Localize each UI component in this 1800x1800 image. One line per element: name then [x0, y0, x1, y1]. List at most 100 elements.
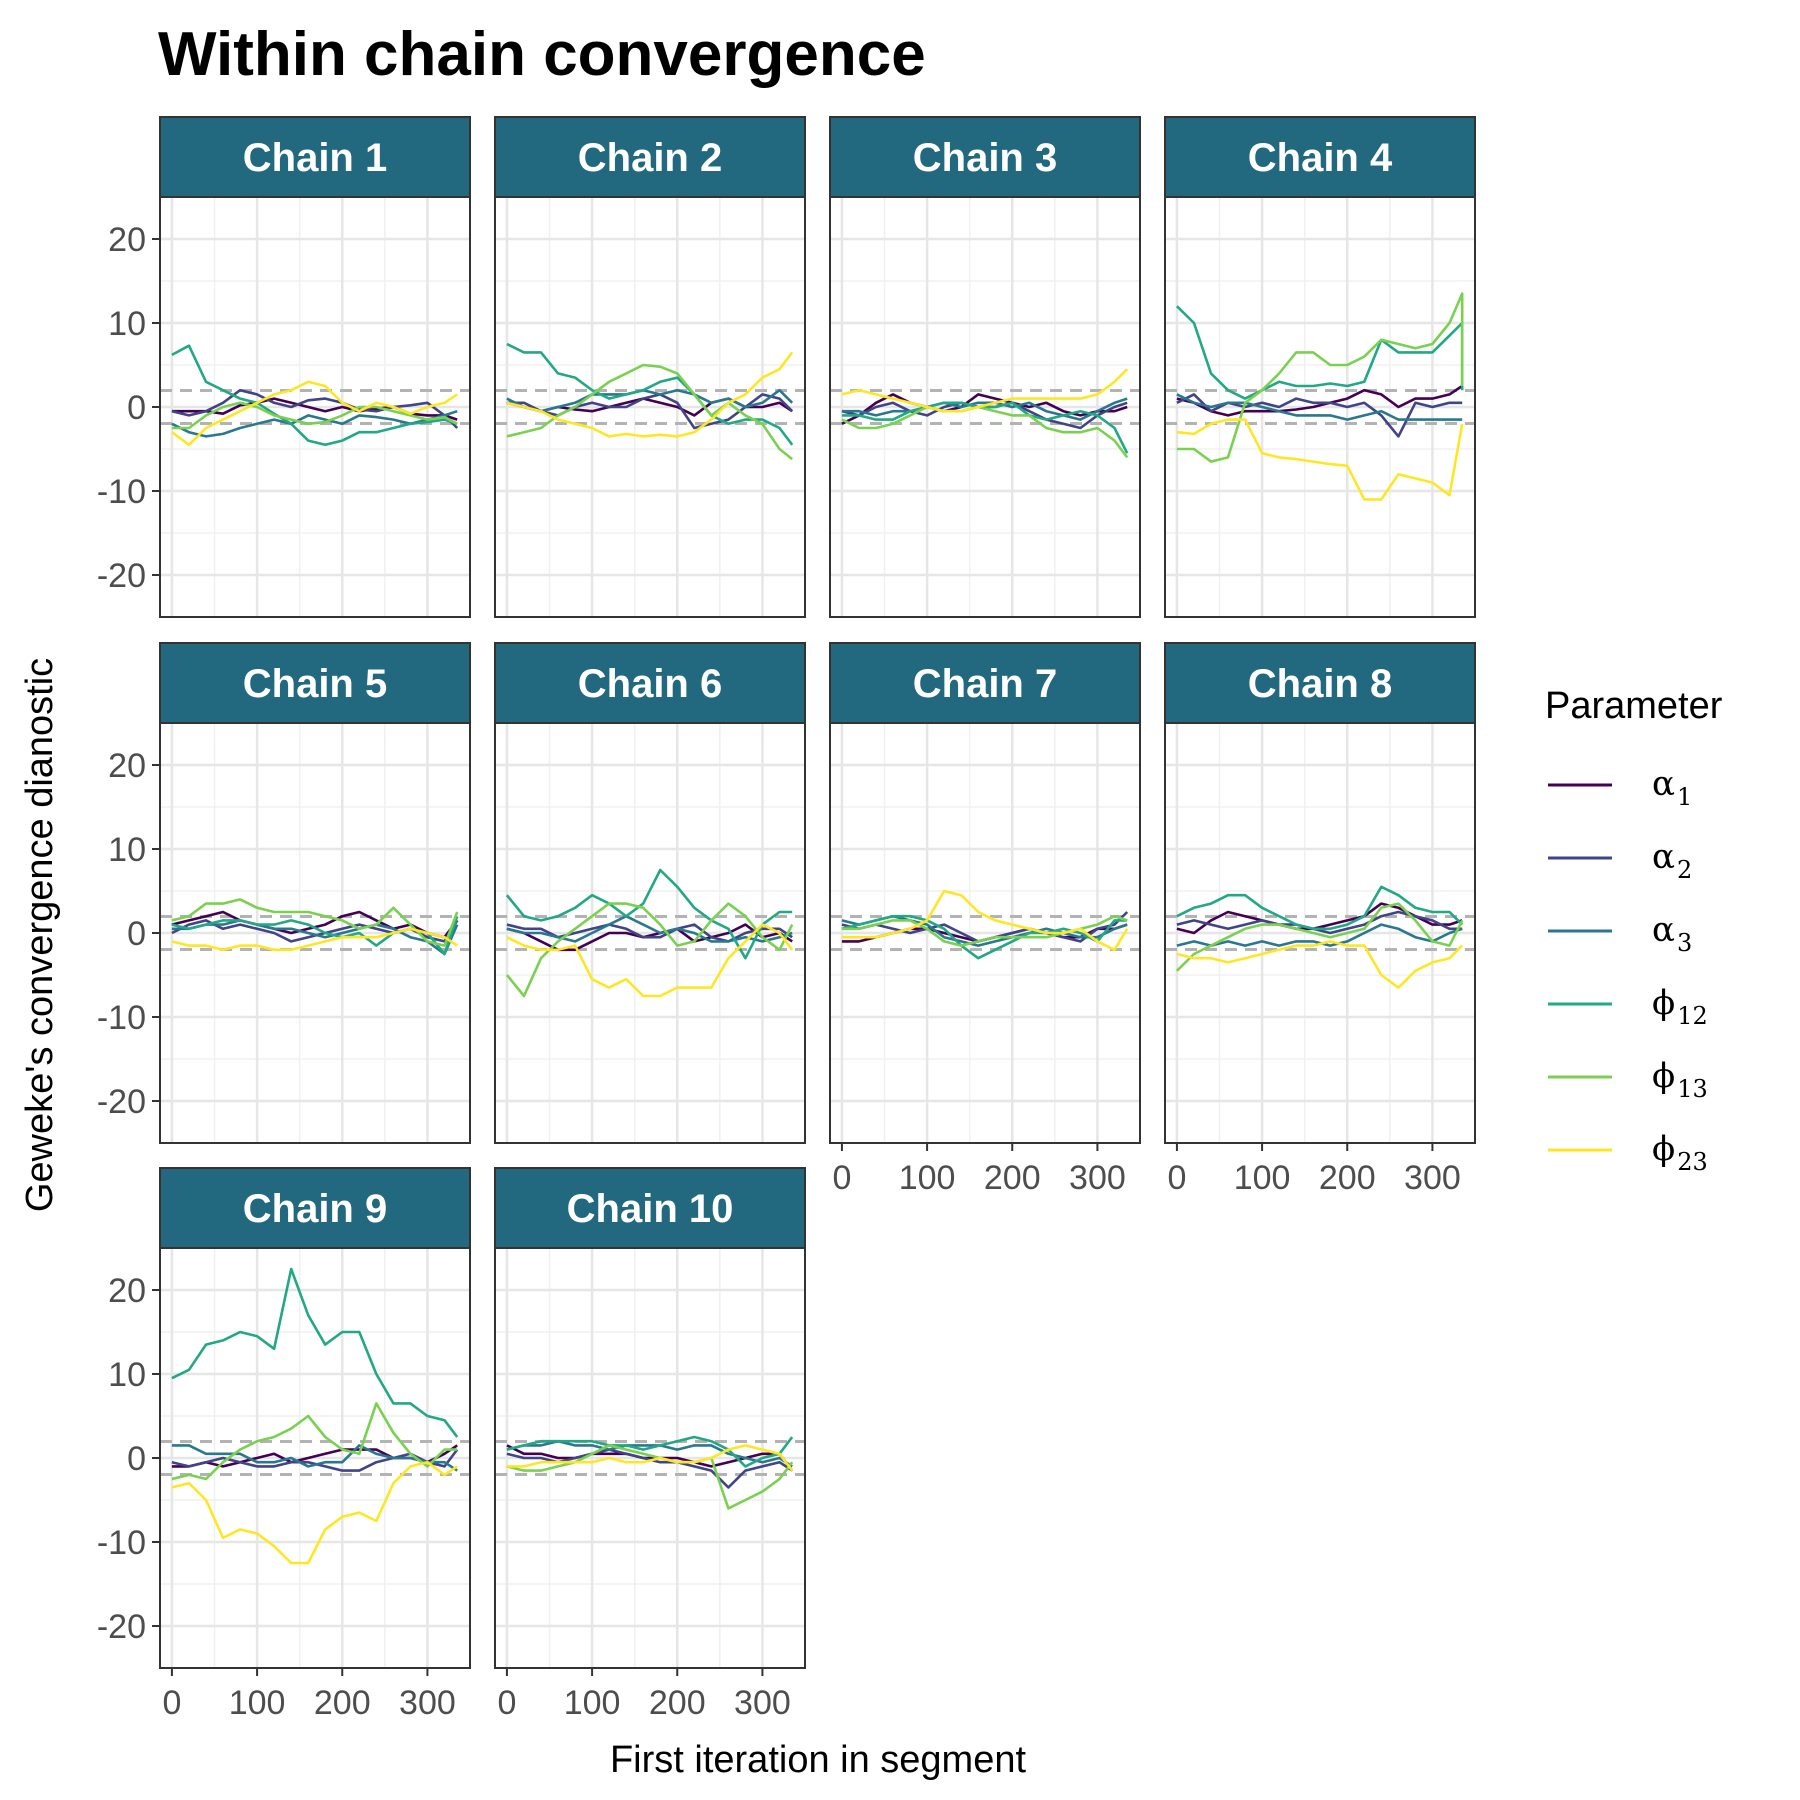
series-line [1176, 885, 1464, 931]
x-tick-label: 300 [1404, 1159, 1461, 1197]
y-tick-label: -20 [97, 1608, 146, 1646]
legend-label: ϕ23 [1652, 1129, 1708, 1176]
series-line [505, 902, 794, 998]
x-tick-label: 200 [314, 1684, 371, 1722]
series-line [841, 368, 1129, 413]
x-tick-label: 300 [734, 1684, 791, 1722]
facet-strip-label: Chain 8 [1248, 662, 1392, 706]
series-line [171, 898, 459, 947]
series-line [1175, 902, 1464, 972]
facet-strip-label: Chain 2 [578, 136, 722, 180]
series-line [506, 923, 794, 998]
legend-label-subscript: 13 [1677, 1075, 1708, 1103]
x-tick-label: 0 [832, 1159, 851, 1197]
legend-title: Parameter [1545, 685, 1723, 727]
series-line [506, 1435, 794, 1468]
facet-strip [829, 642, 1141, 724]
x-tick-label: 100 [1234, 1159, 1291, 1197]
series-line [171, 1267, 459, 1438]
legend: Parameter α1 α2 α3 ϕ12 ϕ13 ϕ23 [1545, 685, 1723, 1176]
series-line [506, 351, 794, 438]
x-tick-label: 0 [162, 1684, 181, 1722]
facet-strip-label: Chain 3 [913, 136, 1057, 180]
facet-panel: Chain 5 -20 -10 0 10 20 [97, 642, 471, 1144]
facet-strip [159, 116, 471, 198]
legend-label-subscript: 12 [1677, 1002, 1708, 1030]
x-tick-label: 100 [229, 1684, 286, 1722]
series-line [1176, 384, 1463, 417]
series-line [171, 388, 459, 429]
series-line [841, 401, 1129, 454]
y-tick-label: 0 [127, 915, 146, 953]
series-line [171, 919, 459, 956]
panel-border [494, 196, 806, 618]
y-tick-label: -20 [97, 557, 146, 595]
legend-label-subscript: 3 [1677, 929, 1692, 957]
y-tick-label: 20 [108, 221, 146, 259]
x-tick-label: 300 [399, 1684, 456, 1722]
y-axis-label: Geweke's convergence dianostic [19, 658, 61, 1212]
series-line [506, 923, 793, 952]
panel-border [494, 722, 806, 1144]
x-tick-label: 200 [649, 1684, 706, 1722]
facet-strip [1164, 642, 1476, 724]
legend-label-subscript: 1 [1677, 783, 1692, 811]
facet-panel: Chain 4 [1164, 116, 1476, 618]
legend-label: ϕ12 [1652, 983, 1708, 1030]
panel-border [1164, 196, 1476, 618]
series-line [841, 914, 1128, 960]
series-line [506, 342, 794, 446]
chart-title: Within chain convergence [158, 20, 926, 89]
series-line [171, 1402, 458, 1481]
facet-strip-label: Chain 5 [243, 662, 387, 706]
series-line [1175, 305, 1464, 400]
facet-panel: Chain 7 0 100 200 300 [829, 642, 1141, 1197]
series-line [171, 1444, 458, 1472]
y-tick-label: -20 [97, 1083, 146, 1121]
legend-label: α2 [1652, 837, 1692, 884]
facet-strip [494, 116, 806, 198]
y-tick-label: 0 [127, 1440, 146, 1478]
series-line [171, 1460, 458, 1565]
series-line [171, 380, 458, 447]
series-line [171, 397, 458, 421]
x-tick-label: 0 [497, 1684, 516, 1722]
facet-panel: Chain 10 0 100 200 300 [494, 1167, 806, 1722]
facet-strip-label: Chain 4 [1248, 136, 1393, 180]
facet-strip-label: Chain 6 [578, 662, 722, 706]
facet-strip [829, 116, 1141, 198]
facet-panel: Chain 3 [829, 116, 1141, 618]
x-tick-label: 100 [899, 1159, 956, 1197]
panel-border [1164, 722, 1476, 1144]
facet-panels: Chain 1 -20 -10 0 10 20 Chain 2 Chain 3 Chain 4 C… [97, 116, 1476, 1722]
y-tick-label: -10 [97, 999, 146, 1037]
facet-panel: Chain 8 0 100 200 300 [1164, 642, 1476, 1197]
series-line [171, 344, 458, 447]
series-line [506, 393, 794, 430]
x-tick-label: 300 [1069, 1159, 1126, 1197]
series-line [1176, 418, 1464, 501]
facet-strip-label: Chain 1 [243, 136, 387, 180]
legend-label: α1 [1652, 764, 1692, 811]
series-line [1176, 292, 1464, 463]
x-tick-label: 0 [1167, 1159, 1186, 1197]
series-line [506, 1444, 794, 1472]
legend-label: ϕ13 [1652, 1056, 1708, 1103]
facet-strip-label: Chain 9 [243, 1187, 387, 1231]
series-line [506, 1444, 794, 1472]
series-line [505, 868, 793, 960]
series-line [841, 889, 1129, 952]
series-line [1176, 940, 1464, 989]
series-line [841, 393, 1128, 425]
x-tick-label: 100 [564, 1684, 621, 1722]
panel-border [829, 722, 1141, 1144]
series-line [506, 1444, 794, 1510]
x-tick-label: 200 [984, 1159, 1041, 1197]
y-tick-label: 20 [108, 1272, 146, 1310]
y-tick-label: 10 [108, 831, 146, 869]
facet-panel: Chain 6 [494, 642, 806, 1144]
series-line [841, 405, 1129, 459]
panel-border [494, 1247, 806, 1669]
